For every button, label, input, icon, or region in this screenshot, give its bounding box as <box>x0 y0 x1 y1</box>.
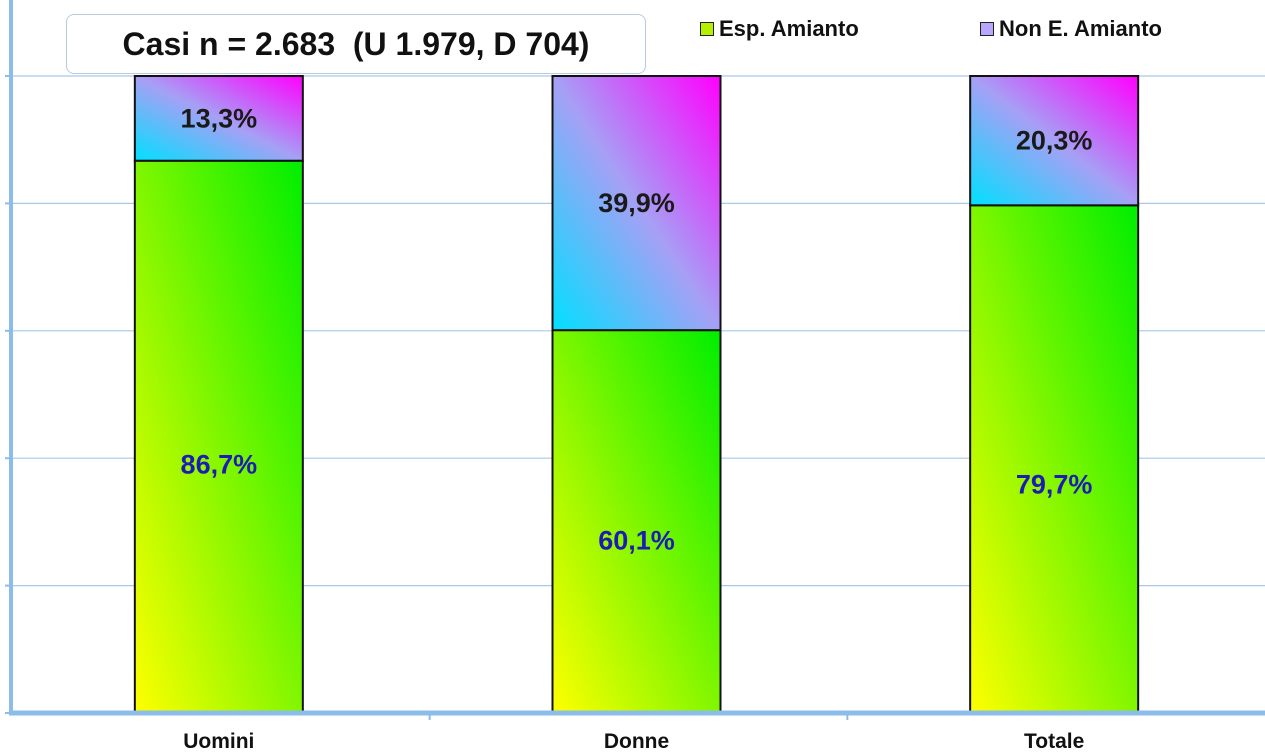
data-label-esp-totale: 79,7% <box>1016 470 1093 500</box>
x-tick-label-uomini: Uomini <box>183 730 254 753</box>
legend-swatch-esp <box>700 22 714 36</box>
data-label-esp-donne: 60,1% <box>598 526 675 556</box>
data-label-esp-uomini: 86,7% <box>181 449 258 479</box>
data-label-non-totale: 20,3% <box>1016 126 1093 156</box>
legend-label-non: Non E. Amianto <box>999 16 1162 41</box>
axes <box>5 0 1265 720</box>
chart-title: Casi n = 2.683 (U 1.979, D 704) <box>66 14 646 74</box>
bars <box>133 75 1140 714</box>
bar-non-donne <box>551 75 722 332</box>
legend-item-esp-amianto: Esp. Amianto <box>700 16 859 42</box>
bar-esp-totale <box>969 204 1140 714</box>
legend-item-non-amianto: Non E. Amianto <box>980 16 1162 42</box>
data-label-non-uomini: 13,3% <box>181 103 258 133</box>
legend-label-esp: Esp. Amianto <box>719 16 859 41</box>
data-label-non-donne: 39,9% <box>598 188 675 218</box>
bar-esp-uomini <box>133 159 304 714</box>
legend-swatch-non <box>980 22 994 36</box>
bar-esp-donne <box>551 329 722 714</box>
x-tick-label-totale: Totale <box>1024 730 1084 753</box>
bar-non-totale <box>969 75 1140 207</box>
bar-non-uomini <box>133 75 304 162</box>
x-tick-label-donne: Donne <box>604 730 669 753</box>
labels: 86,7% 13,3% Uomini 60,1% 39,9% Donne 79,7% 20,3… <box>181 103 1093 753</box>
